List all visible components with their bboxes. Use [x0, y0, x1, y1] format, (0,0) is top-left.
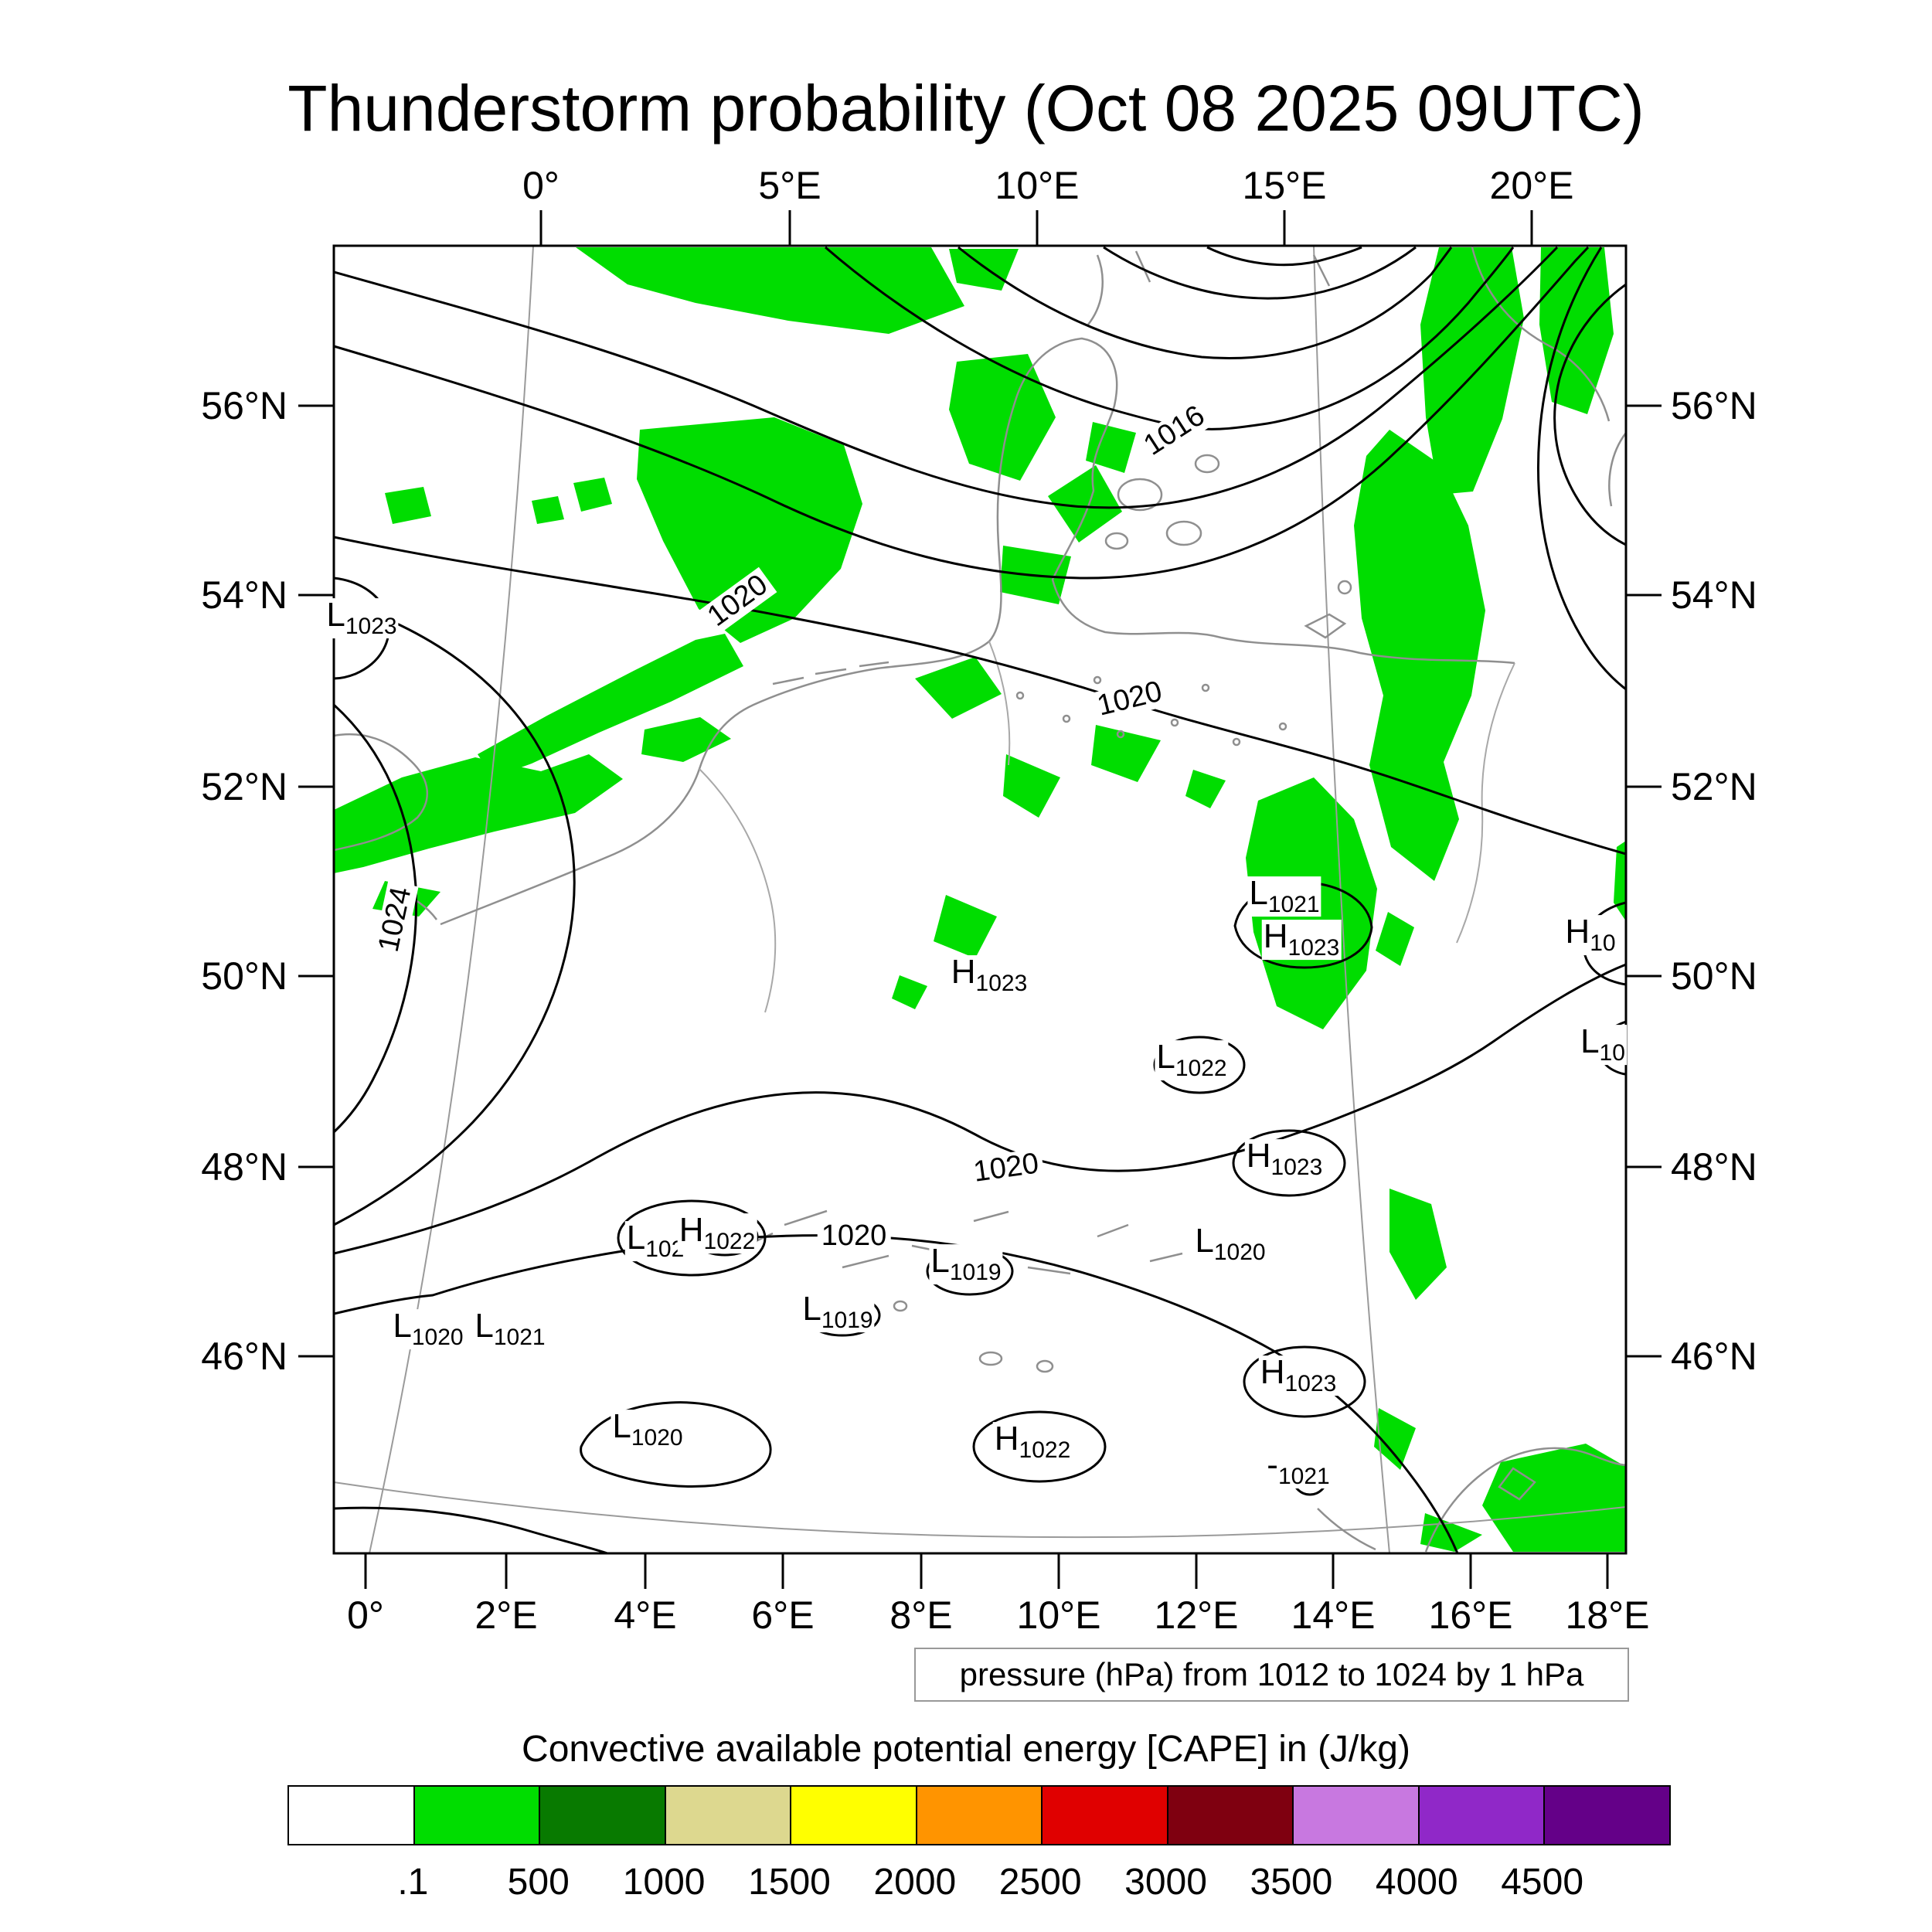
- pressure-contours: [334, 246, 1626, 1553]
- colorbar-cell: [540, 1787, 666, 1844]
- colorbar-cell: [1545, 1787, 1670, 1844]
- coastlines-layer: [334, 247, 1626, 1553]
- map-border: [332, 244, 1628, 1555]
- colorbar-cell: [1294, 1787, 1420, 1844]
- colorbar-label: 1500: [748, 1862, 831, 1903]
- colorbar-cell: [791, 1787, 917, 1844]
- colorbar-label: 500: [507, 1862, 570, 1903]
- colorbar-label: 2500: [998, 1862, 1082, 1903]
- graticule: [334, 246, 1626, 1553]
- cape-shading: [334, 247, 1626, 1552]
- colorbar-cell: [665, 1787, 792, 1844]
- axis-ticks: [298, 210, 1662, 1589]
- colorbar-label: 4500: [1501, 1862, 1584, 1903]
- colorbar-label: 4000: [1375, 1862, 1458, 1903]
- cape-colorbar: [287, 1785, 1671, 1845]
- colorbar-cell: [414, 1787, 541, 1844]
- colorbar-label: 3000: [1124, 1862, 1207, 1903]
- pressure-caption-box: pressure (hPa) from 1012 to 1024 by 1 hP…: [914, 1648, 1629, 1702]
- colorbar-cell: [1168, 1787, 1294, 1844]
- colorbar-cell: [1419, 1787, 1546, 1844]
- colorbar-label: 2000: [873, 1862, 957, 1903]
- colorbar-label: 1000: [622, 1862, 706, 1903]
- colorbar-label: .1: [397, 1862, 429, 1903]
- legend-title: Convective available potential energy [C…: [522, 1729, 1410, 1770]
- colorbar-cell: [1043, 1787, 1168, 1844]
- pressure-caption-text: pressure (hPa) from 1012 to 1024 by 1 hP…: [959, 1656, 1584, 1692]
- colorbar-cell: [917, 1787, 1043, 1844]
- page-title: Thunderstorm probability (Oct 08 2025 09…: [287, 72, 1645, 145]
- colorbar-cell: [289, 1787, 415, 1844]
- colorbar-label: 3500: [1250, 1862, 1333, 1903]
